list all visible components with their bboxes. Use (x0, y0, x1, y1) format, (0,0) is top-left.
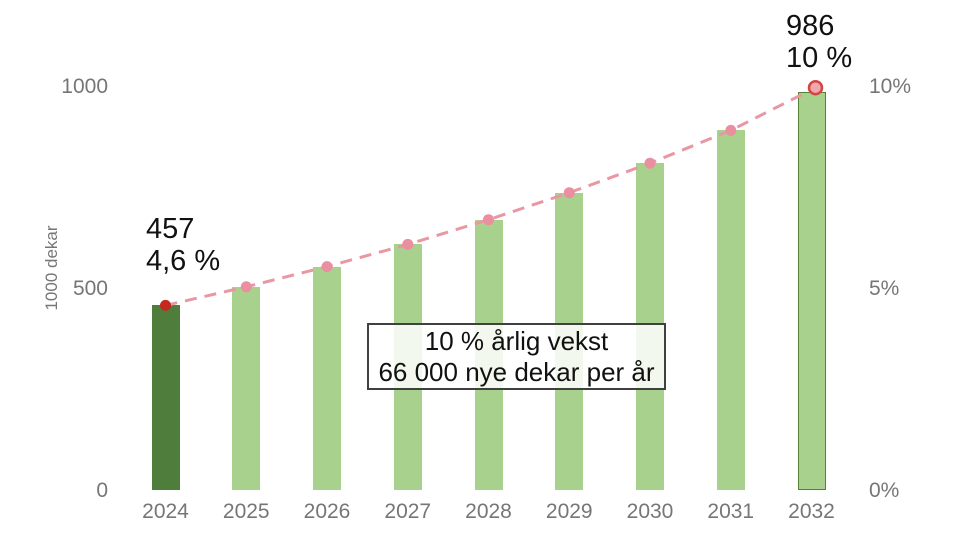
annotation-2032-percent: 10 % (786, 42, 853, 74)
x-axis-label-2027: 2027 (384, 500, 432, 523)
y-axis-tick-left-500: 500 (72, 277, 108, 300)
growth-note-line2: 66 000 nye dekar per år (378, 356, 655, 387)
annotation-2024: 457 4,6 % (146, 213, 220, 277)
bar-2026 (313, 266, 341, 490)
annotation-2024-percent: 4,6 % (146, 245, 221, 277)
growth-note-line1: 10 % årlig vekst (424, 325, 609, 356)
y-axis-tick-right-5%: 5% (869, 277, 900, 300)
y-axis-tick-right-10%: 10% (869, 75, 912, 98)
bar-2025 (232, 286, 261, 490)
y-axis-tick-left-0: 0 (96, 479, 108, 502)
annotation-2032: 986 10 % (786, 10, 852, 74)
annotation-2032-value: 986 (786, 10, 835, 42)
bar-2032 (797, 91, 826, 490)
bar-2024 (151, 305, 180, 490)
x-axis-label-2032: 2032 (788, 500, 835, 523)
y-axis-tick-left-1000: 1000 (61, 75, 108, 98)
growth-note-box: 10 % årlig vekst 66 000 nye dekar per år (367, 323, 666, 390)
x-axis-label-2026: 2026 (303, 500, 351, 523)
y-axis-tick-right-0%: 0% (869, 479, 900, 502)
x-axis-label-2030: 2030 (626, 500, 674, 523)
bar-2031 (716, 130, 745, 490)
x-axis-label-2028: 2028 (465, 500, 512, 523)
x-axis-label-2029: 2029 (545, 500, 593, 523)
x-axis-label-2031: 2031 (707, 500, 755, 523)
annotation-2024-value: 457 (146, 213, 195, 245)
x-axis-label-2024: 2024 (142, 500, 189, 523)
x-axis-label-2025: 2025 (222, 500, 270, 523)
